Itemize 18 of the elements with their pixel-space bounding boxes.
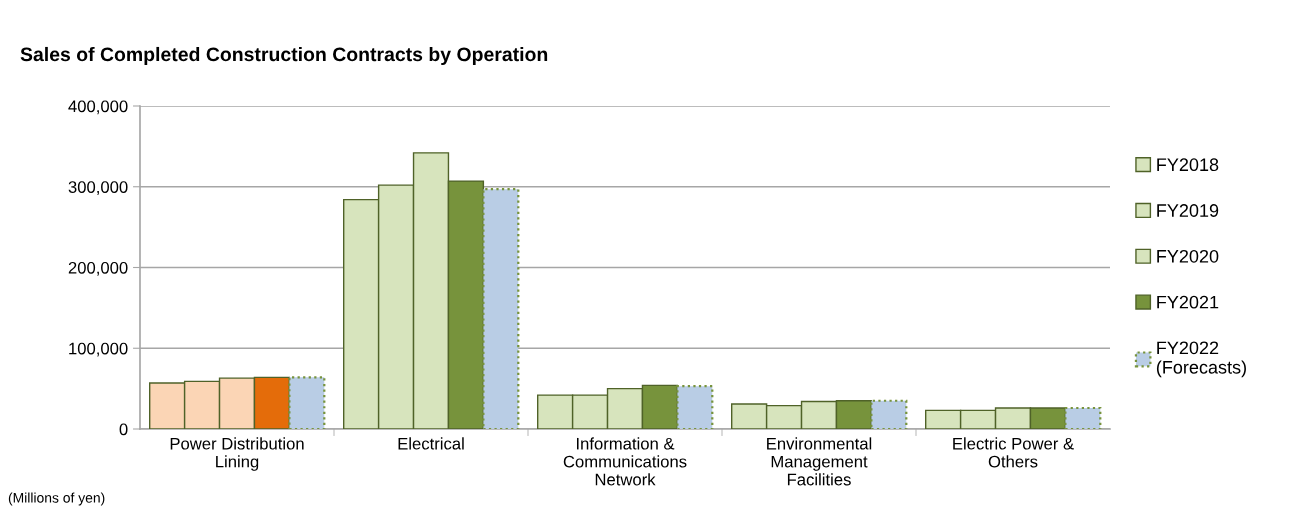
x-tick-label: Environmental Management Facilities [767,437,872,486]
bar [288,376,326,429]
y-tick-label: 300,000 [68,181,128,195]
x-tick-label: Information & Communications Network [563,437,687,486]
x-tick-label: Electric Power & Others [953,437,1074,468]
y-tick-label: 400,000 [68,100,128,115]
y-tick-label: 200,000 [68,261,128,276]
legend-label: FY2020 [1157,249,1219,263]
legend-label: FY2021 [1157,295,1219,309]
legend-label: FY2022 (Forecasts) [1156,341,1246,378]
text: (Millions of yen) [8,492,105,506]
y-tick-label: 0 [119,423,128,436]
x-tick-label: Electrical [398,437,464,450]
legend-label: FY2018 [1157,158,1219,172]
y-tick-label: 100,000 [69,342,128,357]
x-tick-label: Power Distribution Lining [170,437,304,471]
legend-label: FY2019 [1157,204,1219,217]
chart-title: Sales of Completed Construction Contracts by Operation [20,46,548,66]
